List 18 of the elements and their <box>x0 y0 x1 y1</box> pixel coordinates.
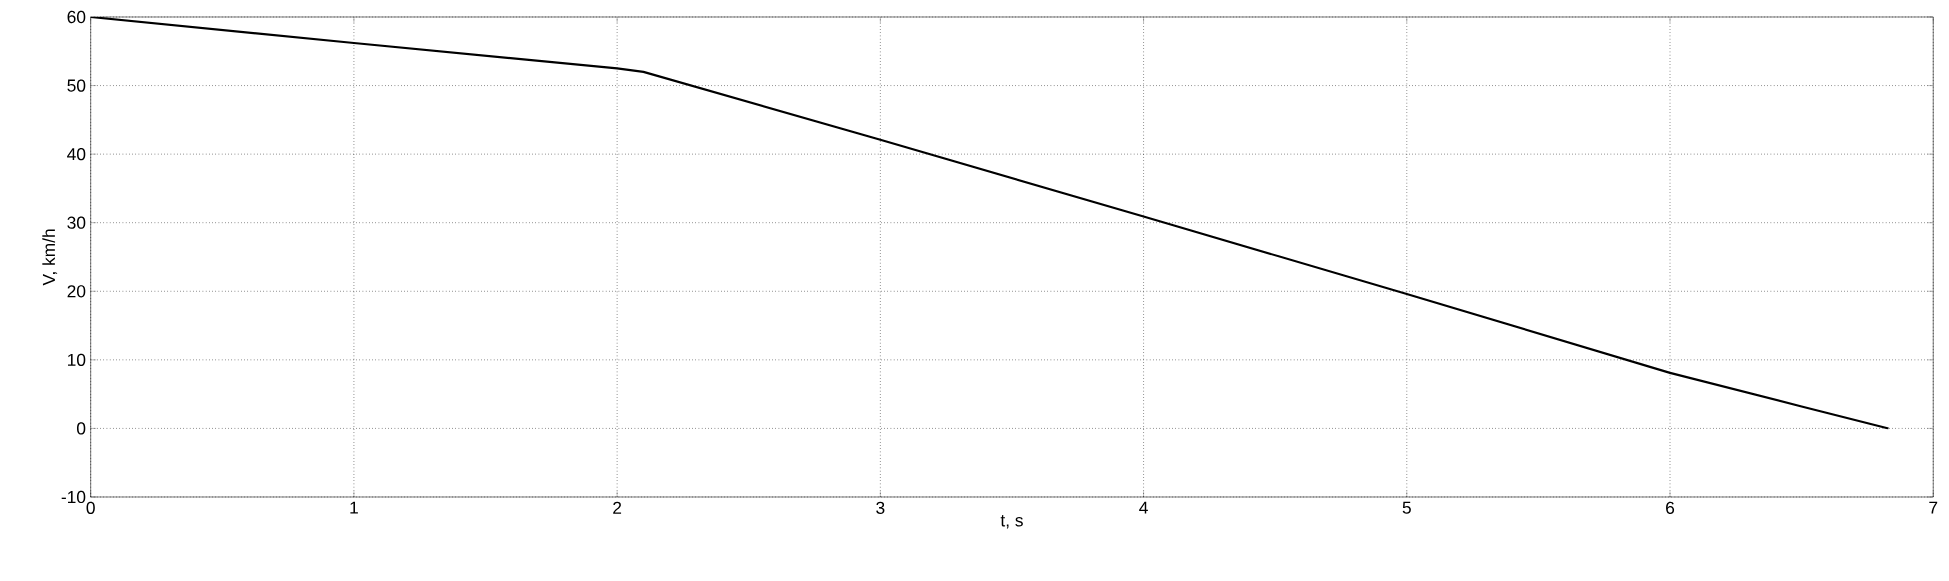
y-tick-label: 50 <box>67 79 86 92</box>
y-tick-label: 20 <box>67 285 86 298</box>
x-tick-label: 4 <box>1139 501 1148 514</box>
y-axis-title: V, km/h <box>42 229 58 286</box>
y-tick-label: 30 <box>67 216 86 229</box>
y-tick-label: 0 <box>77 422 86 435</box>
x-tick-label: 3 <box>876 501 885 514</box>
x-tick-label: 6 <box>1666 501 1675 514</box>
x-tick-label: 5 <box>1402 501 1411 514</box>
x-tick-label: 1 <box>350 501 358 514</box>
x-tick-label: 0 <box>86 501 95 514</box>
y-tick-label: -10 <box>61 490 86 504</box>
y-tick-label: 10 <box>68 353 86 366</box>
y-tick-label: 60 <box>67 10 86 24</box>
x-tick-label: 2 <box>613 501 622 514</box>
x-tick-label: 7 <box>1929 501 1938 514</box>
x-axis-title: t, s <box>1000 515 1023 529</box>
y-tick-label: 40 <box>67 147 86 161</box>
